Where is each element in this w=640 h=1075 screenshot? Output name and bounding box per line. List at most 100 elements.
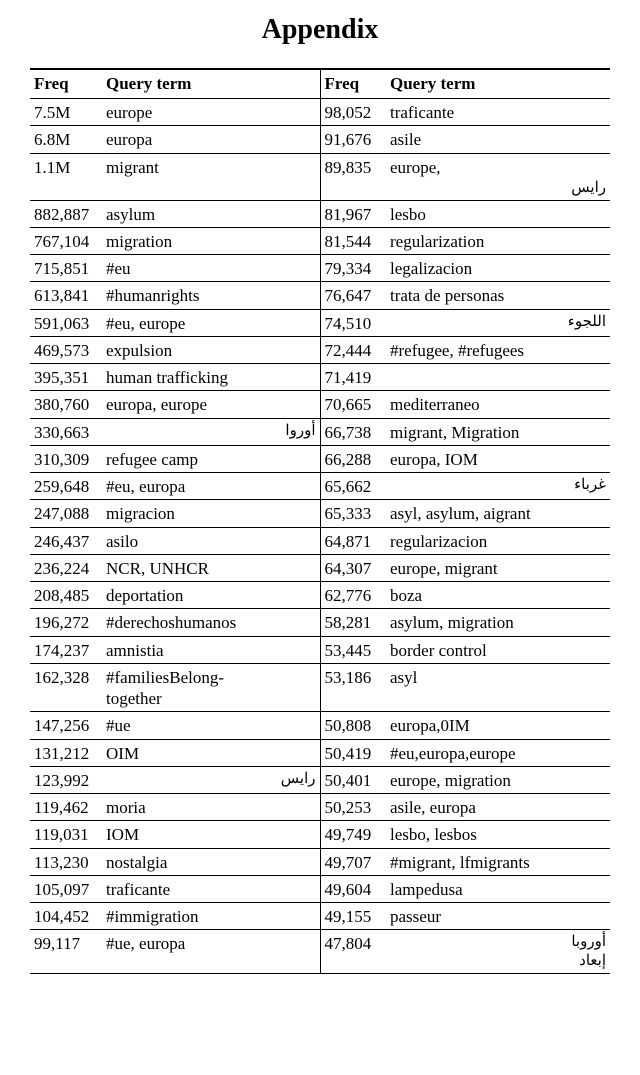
- cell-freq-right: 70,665: [320, 391, 386, 418]
- term-text: expulsion: [106, 341, 172, 360]
- table-header-row: Freq Query term Freq Query term: [30, 69, 610, 99]
- cell-term-left: migracion: [102, 500, 320, 527]
- cell-term-left: NCR, UNHCR: [102, 554, 320, 581]
- term-text: asile: [390, 130, 421, 149]
- cell-freq-right: 72,444: [320, 336, 386, 363]
- term-text: europe, migrant: [390, 559, 498, 578]
- term-text-rtl: رايس: [106, 770, 316, 789]
- cell-freq-right: 79,334: [320, 255, 386, 282]
- cell-freq-left: 105,097: [30, 875, 102, 902]
- table-row: 715,851#eu79,334legalizacion: [30, 255, 610, 282]
- term-text: #immigration: [106, 907, 199, 926]
- cell-freq-left: 613,841: [30, 282, 102, 309]
- cell-freq-right: 47,804: [320, 930, 386, 974]
- cell-freq-left: 767,104: [30, 227, 102, 254]
- table-row: 380,760europa, europe70,665mediterraneo: [30, 391, 610, 418]
- cell-freq-right: 74,510: [320, 309, 386, 336]
- term-text: regularization: [390, 232, 484, 251]
- term-text: legalizacion: [390, 259, 472, 278]
- term-text: regularizacion: [390, 532, 487, 551]
- cell-freq-right: 65,333: [320, 500, 386, 527]
- cell-term-left: deportation: [102, 582, 320, 609]
- cell-term-left: nostalgia: [102, 848, 320, 875]
- term-text: europa,0IM: [390, 716, 470, 735]
- cell-term-left: #humanrights: [102, 282, 320, 309]
- cell-term-left: expulsion: [102, 336, 320, 363]
- cell-term-right: asile: [386, 126, 610, 153]
- cell-freq-left: 119,031: [30, 821, 102, 848]
- cell-freq-right: 53,445: [320, 636, 386, 663]
- cell-term-left: #ue, europa: [102, 930, 320, 974]
- term-text: europe: [106, 103, 152, 122]
- cell-term-left: #ue: [102, 712, 320, 739]
- cell-term-right: lesbo: [386, 200, 610, 227]
- cell-term-right: lampedusa: [386, 875, 610, 902]
- table-row: 208,485deportation62,776boza: [30, 582, 610, 609]
- term-text-rtl: رايس: [390, 179, 606, 198]
- table-row: 196,272#derechoshumanos58,281asylum, mig…: [30, 609, 610, 636]
- term-text: trata de personas: [390, 286, 504, 305]
- term-text: #eu,europa,europe: [390, 744, 516, 763]
- term-text: deportation: [106, 586, 183, 605]
- term-text: #derechoshumanos: [106, 613, 236, 632]
- table-row: 119,031IOM49,749lesbo, lesbos: [30, 821, 610, 848]
- cell-freq-left: 310,309: [30, 445, 102, 472]
- term-text: asyl: [390, 668, 417, 687]
- table-row: 99,117#ue, europa47,804أوروبا إبعاد: [30, 930, 610, 974]
- cell-term-left: migration: [102, 227, 320, 254]
- term-text: europe, migration: [390, 771, 511, 790]
- cell-term-left: #eu: [102, 255, 320, 282]
- term-text: NCR, UNHCR: [106, 559, 209, 578]
- table-body: 7.5Meurope98,052traficante6.8Meuropa91,6…: [30, 99, 610, 974]
- table-row: 1.1Mmigrant89,835europe,رايس: [30, 153, 610, 200]
- term-text: border control: [390, 641, 487, 660]
- cell-freq-left: 246,437: [30, 527, 102, 554]
- term-text: passeur: [390, 907, 441, 926]
- cell-freq-left: 236,224: [30, 554, 102, 581]
- cell-freq-left: 131,212: [30, 739, 102, 766]
- cell-freq-right: 91,676: [320, 126, 386, 153]
- cell-term-right: asylum, migration: [386, 609, 610, 636]
- cell-freq-right: 65,662: [320, 473, 386, 500]
- cell-term-left: #eu, europa: [102, 473, 320, 500]
- cell-freq-right: 50,419: [320, 739, 386, 766]
- cell-term-right: [386, 364, 610, 391]
- cell-freq-right: 50,401: [320, 766, 386, 793]
- cell-freq-right: 50,253: [320, 794, 386, 821]
- table-row: 174,237amnistia53,445border control: [30, 636, 610, 663]
- cell-freq-right: 81,544: [320, 227, 386, 254]
- table-row: 105,097traficante49,604lampedusa: [30, 875, 610, 902]
- term-text: #humanrights: [106, 286, 200, 305]
- cell-freq-right: 49,604: [320, 875, 386, 902]
- table-row: 113,230nostalgia49,707#migrant, lfmigran…: [30, 848, 610, 875]
- cell-term-right: #eu,europa,europe: [386, 739, 610, 766]
- cell-term-left: human trafficking: [102, 364, 320, 391]
- cell-term-right: mediterraneo: [386, 391, 610, 418]
- table-row: 6.8Meuropa91,676asile: [30, 126, 610, 153]
- term-text: moria: [106, 798, 146, 817]
- cell-term-left: IOM: [102, 821, 320, 848]
- cell-term-right: #migrant, lfmigrants: [386, 848, 610, 875]
- cell-freq-right: 62,776: [320, 582, 386, 609]
- cell-freq-left: 123,992: [30, 766, 102, 793]
- cell-term-right: migrant, Migration: [386, 418, 610, 445]
- term-text: migrant: [106, 158, 159, 177]
- term-text: europa, IOM: [390, 450, 478, 469]
- term-text: #ue: [106, 716, 131, 735]
- table-row: 591,063#eu, europe74,510اللجوء: [30, 309, 610, 336]
- table-row: 236,224NCR, UNHCR64,307europe, migrant: [30, 554, 610, 581]
- th-term-right: Query term: [386, 69, 610, 99]
- th-freq-left: Freq: [30, 69, 102, 99]
- term-text: #familiesBelong- together: [106, 668, 224, 708]
- appendix-title: Appendix: [30, 14, 610, 46]
- term-text: lampedusa: [390, 880, 463, 899]
- table-row: 104,452#immigration49,155passeur: [30, 903, 610, 930]
- table-row: 131,212OIM50,419#eu,europa,europe: [30, 739, 610, 766]
- cell-term-left: #immigration: [102, 903, 320, 930]
- cell-term-right: regularizacion: [386, 527, 610, 554]
- cell-freq-right: 89,835: [320, 153, 386, 200]
- cell-freq-left: 330,663: [30, 418, 102, 445]
- term-text: mediterraneo: [390, 395, 480, 414]
- cell-freq-right: 81,967: [320, 200, 386, 227]
- cell-freq-left: 469,573: [30, 336, 102, 363]
